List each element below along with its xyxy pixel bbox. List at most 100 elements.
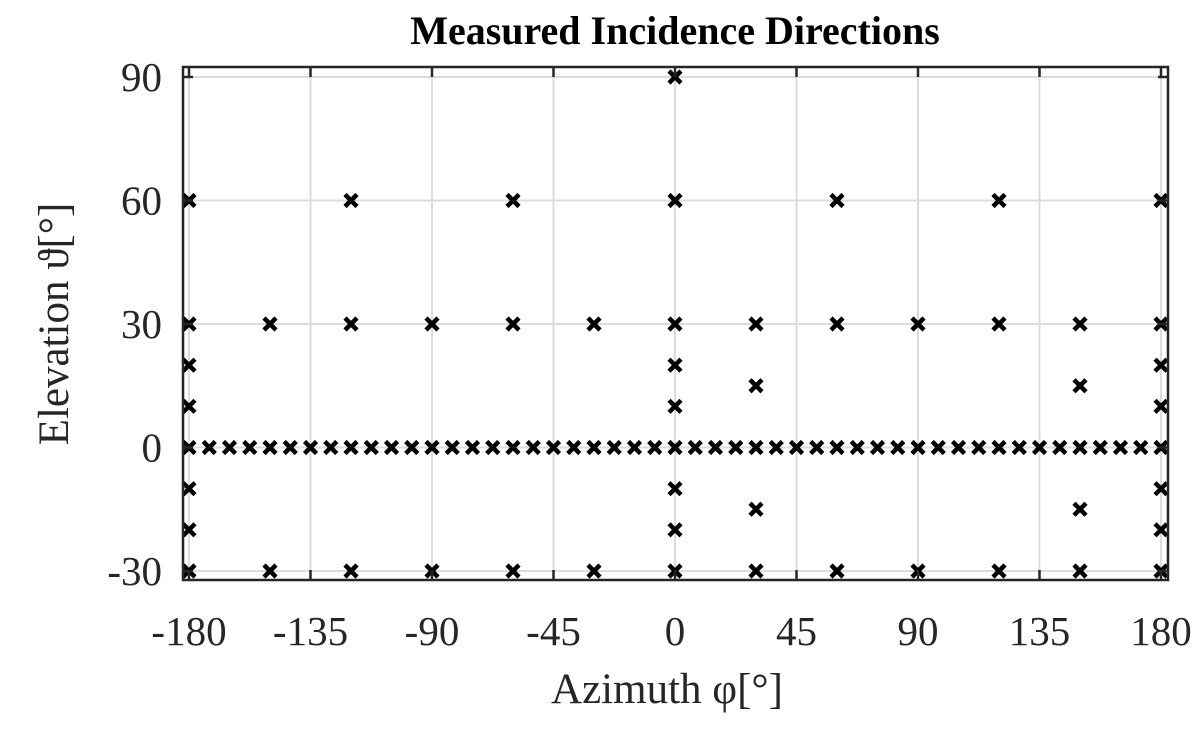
data-point-marker — [343, 316, 359, 332]
data-point-marker — [444, 439, 460, 456]
data-point-marker — [282, 439, 298, 456]
x-tick-label: 0 — [665, 608, 686, 654]
data-point-marker — [667, 398, 683, 414]
data-point-marker — [221, 439, 238, 456]
data-point-marker — [748, 316, 764, 332]
data-point-marker — [687, 439, 703, 456]
x-tick-label: -90 — [405, 608, 460, 654]
data-point-marker — [849, 439, 865, 456]
data-point-marker — [262, 439, 278, 456]
data-point-marker — [1031, 439, 1048, 456]
data-point-marker — [201, 439, 217, 456]
data-point-marker — [910, 439, 926, 456]
x-tick-label: 180 — [1130, 608, 1192, 654]
data-point-marker — [323, 439, 339, 456]
data-point-marker — [667, 192, 683, 209]
data-point-marker — [1072, 501, 1088, 517]
y-axis-label: Elevation ϑ[°] — [31, 203, 78, 446]
data-point-marker — [768, 439, 784, 456]
data-point-marker — [667, 522, 683, 538]
data-point-marker — [566, 439, 582, 456]
x-tick-label: 135 — [1009, 608, 1071, 654]
data-point-marker — [606, 439, 622, 456]
data-point-marker — [343, 439, 359, 456]
data-point-marker — [829, 192, 845, 209]
data-points — [181, 69, 1169, 579]
data-point-marker — [181, 398, 197, 414]
x-tick-label: -180 — [151, 608, 226, 654]
data-point-marker — [991, 192, 1007, 209]
data-point-marker — [242, 439, 258, 456]
data-point-marker — [505, 439, 521, 456]
data-point-marker — [869, 439, 886, 456]
data-point-marker — [1133, 439, 1149, 456]
data-point-marker — [748, 439, 764, 456]
data-point-marker — [910, 316, 926, 332]
data-point-marker — [748, 501, 764, 517]
y-tick-label: 30 — [121, 301, 162, 347]
y-tick-label: 0 — [142, 425, 163, 471]
data-point-marker — [950, 439, 967, 456]
data-point-marker — [1092, 439, 1108, 456]
data-point-marker — [586, 439, 602, 456]
data-point-marker — [667, 481, 683, 497]
data-point-marker — [667, 357, 683, 373]
data-point-marker — [343, 563, 359, 579]
data-point-marker — [586, 316, 602, 332]
x-tick-label: 45 — [776, 608, 817, 654]
data-point-marker — [1011, 439, 1027, 456]
data-point-marker — [383, 439, 400, 456]
data-point-marker — [1072, 439, 1088, 456]
data-point-marker — [505, 316, 521, 332]
data-point-marker — [181, 357, 197, 373]
x-tick-label: -45 — [526, 608, 581, 654]
data-point-marker — [971, 439, 987, 456]
data-point-marker — [1072, 316, 1088, 332]
data-point-marker — [262, 563, 278, 579]
data-point-marker — [788, 439, 805, 456]
data-point-marker — [464, 439, 481, 456]
data-point-marker — [707, 439, 724, 456]
x-tick-label: 90 — [898, 608, 939, 654]
y-tick-label: 60 — [121, 178, 162, 224]
data-point-marker — [505, 563, 521, 579]
data-point-marker — [829, 439, 845, 456]
data-point-marker — [485, 439, 501, 456]
data-point-marker — [1072, 378, 1088, 394]
y-tick-label: -30 — [107, 548, 162, 594]
data-point-marker — [991, 563, 1007, 579]
data-point-marker — [748, 378, 764, 394]
data-point-marker — [545, 439, 562, 456]
data-point-marker — [586, 563, 602, 579]
data-point-marker — [728, 439, 744, 456]
data-point-marker — [424, 439, 440, 456]
chart-title: Measured Incidence Directions — [410, 8, 940, 53]
data-point-marker — [1153, 481, 1169, 497]
x-axis-label: Azimuth φ[°] — [551, 666, 783, 713]
data-point-marker — [991, 439, 1007, 456]
data-point-marker — [809, 439, 825, 456]
data-point-marker — [363, 439, 379, 456]
data-point-marker — [829, 316, 845, 332]
data-point-marker — [505, 192, 521, 209]
data-point-marker — [181, 522, 197, 538]
data-point-marker — [343, 192, 359, 209]
data-point-marker — [890, 439, 906, 456]
data-point-marker — [829, 563, 845, 579]
data-point-marker — [404, 439, 420, 456]
data-point-marker — [626, 439, 643, 456]
data-point-marker — [302, 439, 319, 456]
data-point-marker — [930, 439, 946, 456]
data-point-marker — [748, 563, 764, 579]
data-point-marker — [1072, 563, 1088, 579]
data-point-marker — [525, 439, 541, 456]
data-point-marker — [1153, 522, 1169, 538]
data-point-marker — [1112, 439, 1129, 456]
axis-ticks: -180 -135 -90 -45 0 45 90 135 180 -30 0 30 60 90 — [107, 54, 1191, 654]
x-tick-label: -135 — [273, 608, 348, 654]
data-point-marker — [181, 481, 197, 497]
data-point-marker — [667, 316, 683, 332]
data-point-marker — [262, 316, 278, 332]
data-point-marker — [991, 316, 1007, 332]
